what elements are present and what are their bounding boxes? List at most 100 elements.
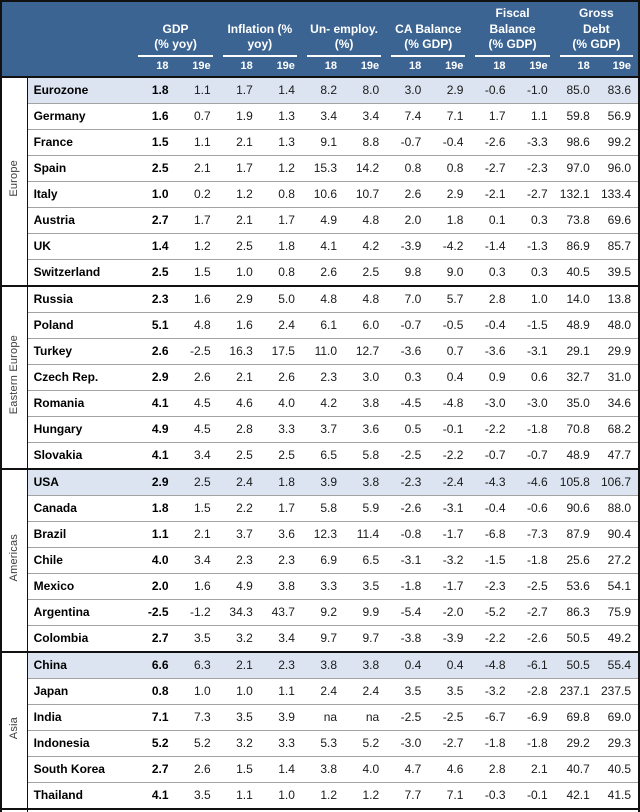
value-cell: 1.1 [217, 781, 260, 809]
table-row: Germany 1.6 0.7 1.9 1.3 3.4 3.4 7.4 7.1 1.7 1.1 59.… [1, 102, 639, 130]
subheader-gross-debt-19e: 19e [596, 56, 639, 77]
value-cell: -2.7 [512, 598, 555, 626]
value-cell: 12.7 [344, 337, 387, 365]
value-cell: 1.6 [193, 292, 211, 307]
value-cell: 1.6 [217, 311, 260, 339]
value-cell: 5.8 [301, 494, 345, 522]
value-cell: -2.6 [470, 128, 513, 156]
header-corner-spacer [1, 1, 134, 77]
value-cell: 11.0 [301, 337, 345, 365]
subheader-ca-balance-18: 18 [386, 56, 429, 77]
table-row: Switzerland 2.5 1.5 1.0 0.8 2.6 2.5 9.8 9.0 0.3 0.… [1, 258, 639, 286]
value-cell: 7.1 [428, 781, 471, 809]
value-cell: 3.2 [217, 729, 260, 757]
region-group-asia: Asia China 6.6 6.3 2.1 2.3 3.8 3.8 0.4 0.4 -4.8 -6.… [1, 651, 639, 809]
column-group-ca-balance: CA Balance (% GDP) [386, 1, 471, 57]
value-cell: -0.1 [512, 781, 555, 809]
header-underline [391, 54, 466, 57]
table-row: Turkey 2.6 -2.5 16.3 17.5 11.0 12.7 -3.6 0.7 -3.6… [1, 337, 639, 365]
value-cell: 2.7 [133, 206, 176, 234]
value-cell: 3.5 [175, 781, 218, 809]
value-cell: 10.6 [301, 180, 345, 208]
value-cell: 47.7 [596, 441, 639, 469]
value-cell: 29.2 [554, 729, 597, 757]
value-cell: 4.0 [133, 546, 176, 574]
table-header: GDP (% yoy) Inflation (% yoy) Un- employ. (%)… [1, 1, 639, 77]
value-cell: 0.8 [259, 258, 302, 286]
value-cell: 4.8 [344, 206, 387, 234]
value-cell: 9.9 [344, 598, 387, 626]
region-label: Eastern Europe [1, 285, 28, 469]
value-cell: 3.7 [217, 520, 260, 548]
table-row: Indonesia 5.2 5.2 3.2 3.3 5.3 5.2 -3.0 -2.7 -1.8-… [1, 729, 639, 757]
subheader-inflation-18: 18 [217, 56, 260, 77]
table-row: Slovakia 4.1 3.4 2.5 2.5 6.5 5.8 -2.5 -2.2 -0.7 -0… [1, 441, 639, 469]
value-cell: 1.2 [301, 781, 345, 809]
value-cell: 53.6 [554, 572, 597, 600]
table-row: Romania 4.1 4.5 4.6 4.0 4.2 3.8 -4.5 -4.8 -3.0 -3.… [1, 389, 639, 417]
value-cell: 7.3 [175, 703, 218, 731]
value-cell: 5.7 [446, 292, 464, 307]
value-cell: 7.1 [428, 102, 471, 130]
value-cell: -3.6 [470, 337, 513, 365]
value-cell: 4.2 [344, 232, 387, 260]
value-cell: -2.6 [386, 494, 429, 522]
value-cell: 1.1 [259, 677, 302, 705]
value-cell: 0.2 [175, 180, 218, 208]
value-cell: 2.1 [175, 520, 218, 548]
value-cell: 4.0 [344, 755, 387, 783]
region-label-text: Eastern Europe [8, 335, 21, 415]
value-cell: 4.1 [133, 389, 176, 417]
value-cell: 68.2 [596, 415, 639, 443]
region-label-text: Europe [8, 160, 21, 198]
value-cell: -2.2 [470, 415, 513, 443]
value-cell: -2.7 [512, 180, 555, 208]
value-cell: 1.5 [175, 258, 218, 286]
value-cell: 6.3 [175, 651, 218, 679]
value-cell: -1.8 [470, 729, 513, 757]
value-cell: 2.9 [133, 363, 176, 391]
subheader-unemployment-18: 18 [301, 56, 345, 77]
value-cell: 2.0 [133, 572, 176, 600]
country-cell: Colombia [27, 624, 134, 652]
value-cell: 3.8 [344, 389, 387, 417]
value-cell: -3.2 [428, 546, 471, 574]
table-row: Italy 1.0 0.2 1.2 0.8 10.6 10.7 2.6 2.9 -2.1 -2.7 1… [1, 180, 639, 208]
value-cell: 2.9 [428, 180, 471, 208]
value-cell: 5.2 [344, 729, 387, 757]
value-cell: -1.8 [386, 572, 429, 600]
value-cell: 1.2 [217, 180, 260, 208]
table-row: Eastern Europe Russia 2.3 1.6 2.9 5.0 4.8 4.8 7.… [1, 285, 639, 469]
value-cell: 12.3 [301, 520, 345, 548]
value-cell: -2.7 [470, 154, 513, 182]
value-cell: 2.0 [386, 206, 429, 234]
value-cell: -2.0 [428, 598, 471, 626]
value-cell: 1.7 [175, 206, 218, 234]
value-cell: -2.5 [386, 703, 429, 731]
value-cell: 105.8 [554, 468, 597, 496]
value-cell: na [301, 703, 345, 731]
country-cell: Japan [27, 677, 134, 705]
country-cell: Austria [27, 206, 134, 234]
value-cell: 69.0 [596, 703, 639, 731]
value-cell: 2.4 [301, 677, 345, 705]
value-cell: 2.6 [301, 258, 345, 286]
value-cell: 3.8 [301, 651, 345, 679]
value-cell: 1.0 [217, 677, 260, 705]
subheader-ca-balance-19e: 19e [428, 56, 471, 77]
value-cell: 132.1 [554, 180, 597, 208]
value-cell: 3.4 [175, 441, 218, 469]
column-group-label: Fiscal Balance (% GDP) [488, 6, 537, 52]
value-cell: -0.6 [512, 494, 555, 522]
value-cell: 75.9 [596, 598, 639, 626]
value-cell: 90.6 [554, 494, 597, 522]
value-cell: 25.6 [554, 546, 597, 574]
value-cell: 40.5 [554, 258, 597, 286]
value-cell: -6.1 [512, 651, 555, 679]
value-cell: -1.8 [512, 546, 555, 574]
value-cell: 0.7 [428, 337, 471, 365]
value-cell: 1.9 [217, 102, 260, 130]
value-cell: 3.5 [175, 624, 218, 652]
column-group-label: CA Balance (% GDP) [395, 21, 462, 52]
